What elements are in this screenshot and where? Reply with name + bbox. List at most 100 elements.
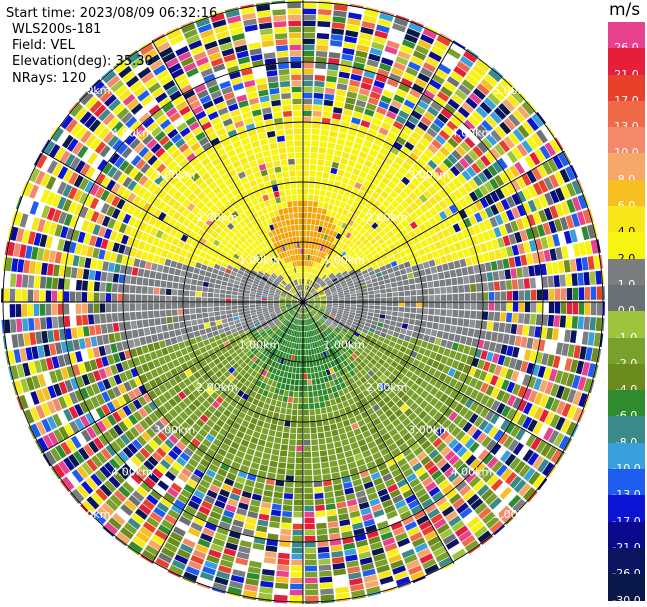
velocity-gate <box>47 263 54 276</box>
velocity-gate <box>267 391 274 399</box>
velocity-gate <box>434 241 443 250</box>
velocity-gate <box>355 289 362 294</box>
velocity-gate <box>468 366 477 377</box>
velocity-gate <box>399 191 408 200</box>
velocity-gate <box>339 201 346 209</box>
velocity-gate <box>283 390 289 397</box>
velocity-gate <box>515 218 525 230</box>
velocity-gate <box>314 492 324 499</box>
velocity-gate <box>339 257 345 264</box>
velocity-gate <box>304 457 312 464</box>
velocity-gate <box>587 224 596 239</box>
velocity-gate <box>456 61 471 73</box>
velocity-gate <box>374 30 388 39</box>
velocity-gate <box>448 333 455 342</box>
velocity-gate <box>303 140 311 147</box>
velocity-gate <box>333 10 347 18</box>
velocity-gate <box>220 289 226 294</box>
velocity-gate <box>309 176 316 183</box>
velocity-gate <box>459 335 467 345</box>
velocity-gate <box>415 283 422 290</box>
velocity-gate <box>382 234 390 242</box>
velocity-gate <box>193 330 201 337</box>
velocity-gate <box>333 107 343 114</box>
velocity-gate <box>407 253 415 261</box>
velocity-gate <box>303 385 308 392</box>
velocity-gate <box>249 307 256 311</box>
velocity-gate <box>303 44 315 51</box>
velocity-gate <box>323 286 329 290</box>
velocity-gate <box>387 329 394 336</box>
velocity-gate <box>326 297 333 300</box>
velocity-gate <box>156 264 164 273</box>
velocity-gate <box>183 290 190 296</box>
velocity-gate <box>328 52 341 59</box>
velocity-gate <box>508 233 517 245</box>
velocity-gate <box>427 315 434 322</box>
velocity-gate <box>303 158 310 165</box>
velocity-gate <box>387 151 397 161</box>
velocity-gate <box>418 248 426 256</box>
velocity-gate <box>457 318 464 327</box>
velocity-gate <box>165 288 172 296</box>
velocity-gate <box>303 409 309 416</box>
velocity-gate <box>416 289 423 296</box>
velocity-gate <box>320 302 327 305</box>
velocity-gate <box>405 206 414 215</box>
velocity-gate <box>383 226 391 234</box>
velocity-gate <box>356 326 363 332</box>
velocity-gate <box>304 511 315 518</box>
velocity-gate <box>340 280 347 285</box>
velocity-gate <box>476 83 490 96</box>
velocity-gate <box>511 193 521 206</box>
velocity-gate <box>365 174 374 182</box>
velocity-gate <box>316 522 327 529</box>
velocity-gate <box>412 162 423 172</box>
velocity-gate <box>514 161 525 175</box>
velocity-gate <box>584 287 591 300</box>
velocity-gate <box>318 564 332 571</box>
velocity-gate <box>335 285 342 289</box>
velocity-gate <box>355 99 367 108</box>
velocity-gate <box>360 82 372 91</box>
velocity-gate <box>384 84 397 93</box>
velocity-gate <box>344 297 351 300</box>
velocity-gate <box>386 306 393 311</box>
velocity-gate <box>310 427 317 434</box>
velocity-gate <box>504 269 512 280</box>
velocity-gate <box>554 137 564 151</box>
velocity-gate <box>334 318 340 323</box>
velocity-gate <box>337 274 343 279</box>
velocity-gate <box>477 359 485 370</box>
velocity-gate <box>324 431 332 438</box>
velocity-gate <box>510 179 521 192</box>
velocity-gate <box>166 281 173 289</box>
velocity-gate <box>463 50 478 63</box>
velocity-gate <box>506 408 517 421</box>
velocity-gate <box>461 267 469 276</box>
velocity-gate <box>549 368 558 382</box>
velocity-gate <box>318 438 326 445</box>
velocity-gate <box>237 305 244 309</box>
velocity-gate <box>494 302 501 311</box>
velocity-gate <box>425 56 439 68</box>
velocity-gate <box>435 134 446 145</box>
velocity-gate <box>221 281 228 286</box>
velocity-gate <box>296 445 303 452</box>
velocity-gate <box>34 275 41 289</box>
velocity-gate <box>334 441 342 448</box>
velocity-gate <box>567 405 577 420</box>
velocity-gate <box>209 321 217 327</box>
velocity-gate <box>359 253 366 260</box>
velocity-gate <box>354 162 363 170</box>
velocity-gate <box>590 286 597 300</box>
velocity-gate <box>130 276 137 285</box>
velocity-gate <box>372 264 379 270</box>
velocity-gate <box>309 355 313 361</box>
velocity-gate <box>278 552 290 559</box>
velocity-gate <box>359 235 366 243</box>
velocity-gate <box>195 336 203 343</box>
velocity-gate <box>472 224 482 235</box>
velocity-gate <box>508 132 520 146</box>
velocity-gate <box>331 291 338 294</box>
